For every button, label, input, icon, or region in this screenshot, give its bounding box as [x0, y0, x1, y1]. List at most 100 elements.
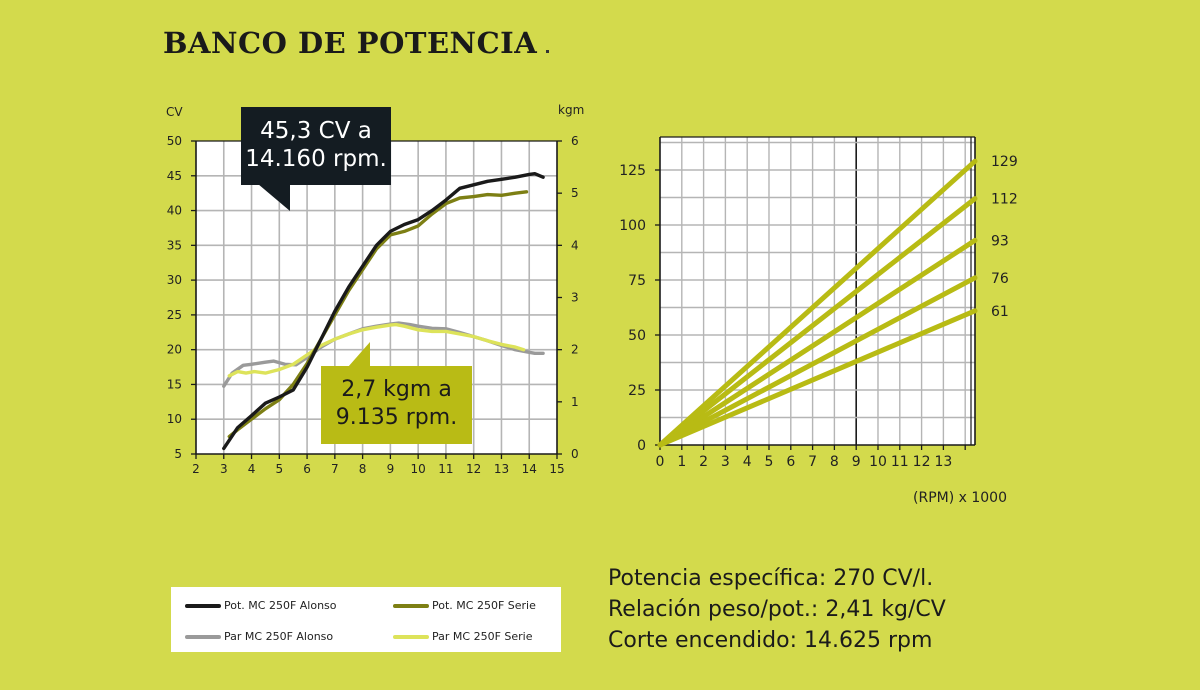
- legend-label: Par MC 250F Serie: [432, 630, 533, 643]
- torque-peak-callout: 2,7 kgm a 9.135 rpm.: [321, 366, 472, 444]
- spec-value: 2,41 kg/CV: [825, 597, 946, 622]
- y2-tick-label: 6: [571, 134, 579, 148]
- decorative-dot: [546, 50, 549, 53]
- legend-swatch: [185, 634, 221, 639]
- x-tick-label: 8: [359, 462, 367, 476]
- torque-callout-pointer: [348, 342, 370, 367]
- y2-tick-label: 5: [571, 186, 579, 200]
- gear-end-label: 112: [991, 192, 1018, 208]
- x-tick-label: 0: [656, 454, 665, 470]
- y-tick-label: 45: [167, 169, 182, 183]
- series-line-1: [227, 190, 529, 439]
- power-peak-line1: 45,3 CV a: [260, 118, 372, 144]
- x-tick-label: 12: [913, 454, 931, 470]
- y2-tick-label: 4: [571, 238, 579, 252]
- legend-item: Par MC 250F Alonso: [185, 630, 333, 643]
- page-title: BANCO DE POTENCIA: [163, 26, 538, 60]
- y-tick-label: 25: [167, 308, 182, 322]
- legend-label: Pot. MC 250F Alonso: [224, 599, 337, 612]
- x-tick-label: 13: [494, 462, 509, 476]
- x-tick-label: 9: [852, 454, 861, 470]
- x-tick-label: 10: [869, 454, 887, 470]
- power-callout-pointer: [258, 184, 290, 211]
- x-tick-label: 11: [891, 454, 909, 470]
- y-tick-label: 50: [167, 134, 182, 148]
- y-tick-label: 75: [628, 273, 646, 289]
- x-axis-label: (RPM) x 1000: [913, 490, 1007, 506]
- legend-item: Par MC 250F Serie: [393, 630, 532, 643]
- x-tick-label: 12: [466, 462, 481, 476]
- spec-label: Potencia específica:: [608, 566, 827, 591]
- legend-item: Pot. MC 250F Alonso: [185, 599, 337, 612]
- x-tick-label: 3: [220, 462, 228, 476]
- specs-panel: Potencia específica: 270 CV/l. Relación …: [608, 563, 946, 656]
- gear-line-129: [657, 158, 978, 448]
- spec-specific-power: Potencia específica: 270 CV/l.: [608, 563, 946, 594]
- torque-peak-line2: 9.135 rpm.: [335, 405, 458, 430]
- legend-swatch: [393, 634, 429, 639]
- x-tick-label: 8: [830, 454, 839, 470]
- gear-line-112: [657, 196, 978, 448]
- x-tick-label: 3: [721, 454, 730, 470]
- spec-rev-limit: Corte encendido: 14.625 rpm: [608, 625, 946, 656]
- x-tick-label: 5: [275, 462, 283, 476]
- plot-area: [660, 137, 975, 445]
- power-peak-callout: 45,3 CV a 14.160 rpm.: [241, 107, 391, 185]
- x-tick-label: 1: [677, 454, 686, 470]
- gear-end-label: 61: [991, 304, 1009, 320]
- spec-label: Corte encendido:: [608, 628, 797, 653]
- x-tick-label: 6: [786, 454, 795, 470]
- spec-value: 14.625 rpm: [804, 628, 933, 653]
- gear-line-76: [657, 275, 978, 448]
- y-tick-label: 40: [167, 204, 182, 218]
- x-tick-label: 7: [331, 462, 339, 476]
- gear-end-label: 76: [991, 271, 1009, 287]
- spec-label: Relación peso/pot.:: [608, 597, 819, 622]
- legend-swatch: [185, 603, 221, 608]
- y2-tick-label: 1: [571, 395, 579, 409]
- y2-axis-label: kgm: [558, 103, 584, 117]
- y-tick-label: 35: [167, 238, 182, 252]
- x-tick-label: 2: [699, 454, 708, 470]
- x-tick-label: 2: [192, 462, 200, 476]
- legend-label: Pot. MC 250F Serie: [432, 599, 536, 612]
- y-tick-label: 50: [628, 328, 646, 344]
- x-tick-label: 9: [387, 462, 395, 476]
- x-tick-label: 10: [411, 462, 426, 476]
- x-tick-label: 13: [934, 454, 952, 470]
- torque-peak-line1: 2,7 kgm a: [341, 377, 452, 402]
- gear-line-93: [657, 237, 978, 448]
- y-tick-label: 5: [174, 447, 182, 461]
- x-tick-label: 14: [522, 462, 537, 476]
- y-tick-label: 30: [167, 273, 182, 287]
- y-tick-label: 125: [619, 163, 646, 179]
- y-tick-label: 10: [167, 412, 182, 426]
- x-tick-label: 5: [765, 454, 774, 470]
- legend-item: Pot. MC 250F Serie: [393, 599, 536, 612]
- x-tick-label: 4: [248, 462, 256, 476]
- x-tick-label: 6: [303, 462, 311, 476]
- legend-swatch: [393, 603, 429, 608]
- gear-end-label: 93: [991, 233, 1009, 249]
- gear-line-61: [657, 308, 978, 448]
- x-tick-label: 15: [549, 462, 564, 476]
- spec-weight-power: Relación peso/pot.: 2,41 kg/CV: [608, 594, 946, 625]
- series-line-0: [222, 171, 545, 451]
- y-tick-label: 100: [619, 218, 646, 234]
- x-tick-label: 11: [438, 462, 453, 476]
- y-tick-label: 25: [628, 383, 646, 399]
- y-tick-label: 0: [637, 438, 646, 454]
- spec-value: 270 CV/l.: [833, 566, 934, 591]
- series-line-3: [227, 322, 526, 378]
- x-tick-label: 4: [743, 454, 752, 470]
- legend-label: Par MC 250F Alonso: [224, 630, 334, 643]
- power-peak-line2: 14.160 rpm.: [245, 146, 387, 172]
- chart-legend: Pot. MC 250F Alonso Pot. MC 250F Serie P…: [171, 587, 561, 652]
- y-tick-label: 15: [167, 377, 182, 391]
- y2-tick-label: 0: [571, 447, 579, 461]
- y2-tick-label: 2: [571, 343, 579, 357]
- y2-tick-label: 3: [571, 291, 579, 305]
- y-tick-label: 20: [167, 343, 182, 357]
- gear-end-label: 129: [991, 154, 1018, 170]
